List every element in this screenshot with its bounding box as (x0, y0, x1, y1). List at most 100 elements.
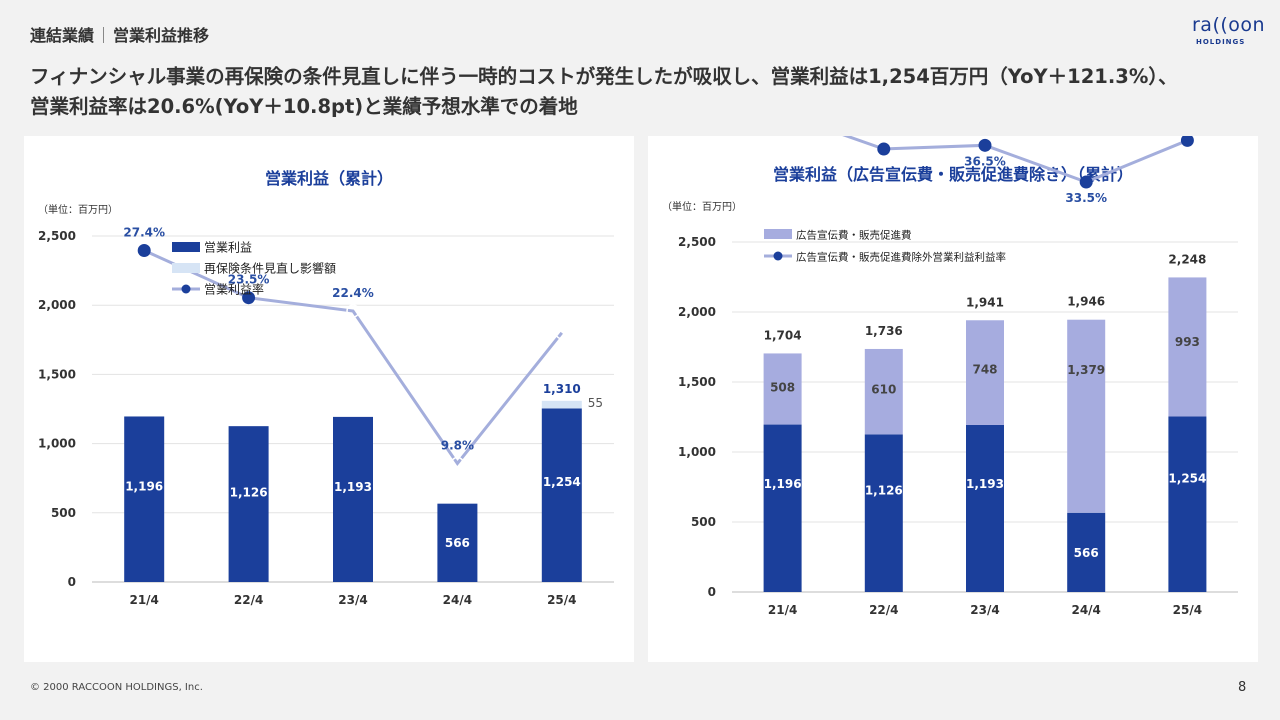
x-tick-label: 24/4 (1071, 603, 1100, 617)
x-tick-label: 24/4 (443, 593, 472, 607)
x-tick-label: 25/4 (547, 593, 576, 607)
bar-operating-profit (763, 424, 802, 592)
rate-point (346, 304, 360, 318)
rate-point (1079, 175, 1093, 189)
y-tick-label: 0 (68, 575, 76, 589)
y-tick-label: 1,500 (678, 375, 716, 389)
y-tick-label: 2,000 (678, 305, 716, 319)
rate-label: 36.5% (964, 154, 1006, 168)
bar-value-label: 566 (445, 536, 470, 550)
x-tick-label: 22/4 (869, 603, 898, 617)
stack-value-label: 1,379 (1067, 363, 1105, 377)
bar-stack-segment (541, 400, 582, 409)
rate-point (450, 456, 465, 471)
x-tick-label: 23/4 (338, 593, 367, 607)
stack-value-label: 508 (770, 380, 795, 394)
bar-operating-profit (124, 416, 165, 582)
bar-value-label: 1,254 (543, 475, 581, 489)
rate-point (242, 291, 256, 305)
rate-label: 36.2% (863, 136, 905, 138)
x-tick-label: 21/4 (768, 603, 797, 617)
bar-stack-segment (763, 353, 802, 425)
x-tick-label: 21/4 (129, 593, 158, 607)
legend-swatch (764, 229, 792, 239)
bar-value-label: 1,126 (230, 485, 268, 499)
chart-title: 営業利益（広告宣伝費・販売促進費除き）（累計） (773, 165, 1133, 184)
total-label: 1,941 (966, 295, 1004, 309)
stack-value-label: 610 (871, 382, 896, 396)
rate-label: 23.5% (228, 273, 270, 287)
x-tick-label: 25/4 (1173, 603, 1202, 617)
legend-line-marker (181, 284, 191, 294)
y-tick-label: 2,000 (38, 298, 76, 312)
rate-label: 20.6% (561, 338, 603, 352)
y-tick-label: 0 (708, 585, 716, 599)
bar-operating-profit (1067, 512, 1106, 592)
bar-operating-profit (437, 503, 478, 582)
stack-value-label: 55 (588, 396, 603, 410)
copyright: © 2000 RACCOON HOLDINGS, Inc. (30, 682, 203, 693)
total-label: 1,946 (1067, 295, 1105, 309)
headline-line-1: フィナンシャル事業の再保険の条件見直しに伴う一時的コストが発生したが吸収し、営業… (30, 65, 1178, 88)
bar-operating-profit (864, 434, 903, 592)
bar-value-label: 1,254 (1168, 471, 1206, 485)
legend-label: 広告宣伝費・販売促進費除外営業利益利益率 (796, 251, 1006, 264)
bar-operating-profit (228, 426, 269, 582)
page-headline: フィナンシャル事業の再保険の条件見直しに伴う一時的コストが発生したが吸収し、営業… (30, 62, 1260, 122)
operating-profit-chart-panel: 営業利益（累計） （単位：百万円） 0 500 1,000 1,500 2,000 2,500… (24, 136, 634, 662)
bar-operating-profit (541, 408, 582, 582)
bar-value-label: 1,196 (764, 477, 802, 491)
legend-line-marker (773, 251, 783, 261)
y-tick-label: 500 (51, 506, 76, 520)
legend-label: 広告宣伝費・販売促進費 (796, 229, 912, 242)
unit-label: （単位：百万円） (38, 203, 118, 216)
total-label: 1,704 (764, 328, 802, 342)
bar-value-label: 1,193 (334, 480, 372, 494)
logo-sub: HOLDINGS (1196, 38, 1246, 46)
company-logo: ra((oon HOLDINGS (1180, 14, 1270, 48)
operating-profit-ex-ad-chart: 営業利益（広告宣伝費・販売促進費除き）（累計） （単位：百万円） 0 500 1,000… (662, 89, 1238, 617)
bar-stack-segment (966, 320, 1004, 425)
rate-point (137, 244, 151, 258)
total-label: 1,310 (543, 382, 581, 396)
x-tick-label: 23/4 (970, 603, 999, 617)
x-tick-label: 22/4 (234, 593, 263, 607)
breadcrumb-page: 営業利益推移 (113, 26, 210, 45)
legend-label: 営業利益 (204, 241, 252, 255)
total-label: 1,736 (865, 324, 903, 338)
breadcrumb-section: 連結業績 (30, 26, 95, 45)
rate-label: 27.4% (123, 226, 165, 240)
bar-stack-segment (1067, 319, 1106, 513)
headline-line-2: 営業利益率は20.6%(YoY＋10.8pt)と業績予想水準での着地 (30, 95, 578, 118)
breadcrumb-separator (103, 27, 105, 43)
rate-point (877, 142, 891, 156)
page-number: 8 (1238, 680, 1247, 695)
legend-label: 再保険条件見直し影響額 (204, 261, 336, 276)
rate-point (978, 138, 992, 152)
y-tick-label: 500 (691, 515, 716, 529)
chart-title: 営業利益（累計） (265, 169, 393, 188)
total-label: 2,248 (1168, 252, 1206, 266)
bar-value-label: 1,193 (966, 477, 1004, 491)
stack-value-label: 993 (1175, 335, 1200, 349)
rate-point (1180, 133, 1194, 147)
rate-line (143, 249, 563, 466)
y-tick-label: 2,500 (38, 229, 76, 243)
operating-profit-ex-ad-chart-panel: 営業利益（広告宣伝費・販売促進費除き）（累計） （単位：百万円） 0 500 1,000… (648, 89, 1258, 662)
bar-operating-profit (966, 424, 1004, 592)
bar-value-label: 1,126 (865, 483, 903, 497)
y-tick-label: 1,000 (678, 445, 716, 459)
logo-word: ra((oon (1192, 14, 1266, 36)
rate-label: 22.4% (332, 286, 374, 300)
bar-value-label: 1,196 (125, 480, 163, 494)
bar-value-label: 566 (1074, 546, 1099, 560)
bar-operating-profit (1168, 416, 1207, 592)
bar-stack-segment (864, 348, 903, 435)
legend-swatch (172, 242, 200, 252)
rate-label: 9.8% (441, 438, 474, 452)
rate-point (555, 326, 569, 340)
stack-value-label: 748 (972, 362, 997, 376)
legend-swatch (172, 263, 200, 273)
y-tick-label: 2,500 (678, 235, 716, 249)
y-tick-label: 1,500 (38, 367, 76, 381)
